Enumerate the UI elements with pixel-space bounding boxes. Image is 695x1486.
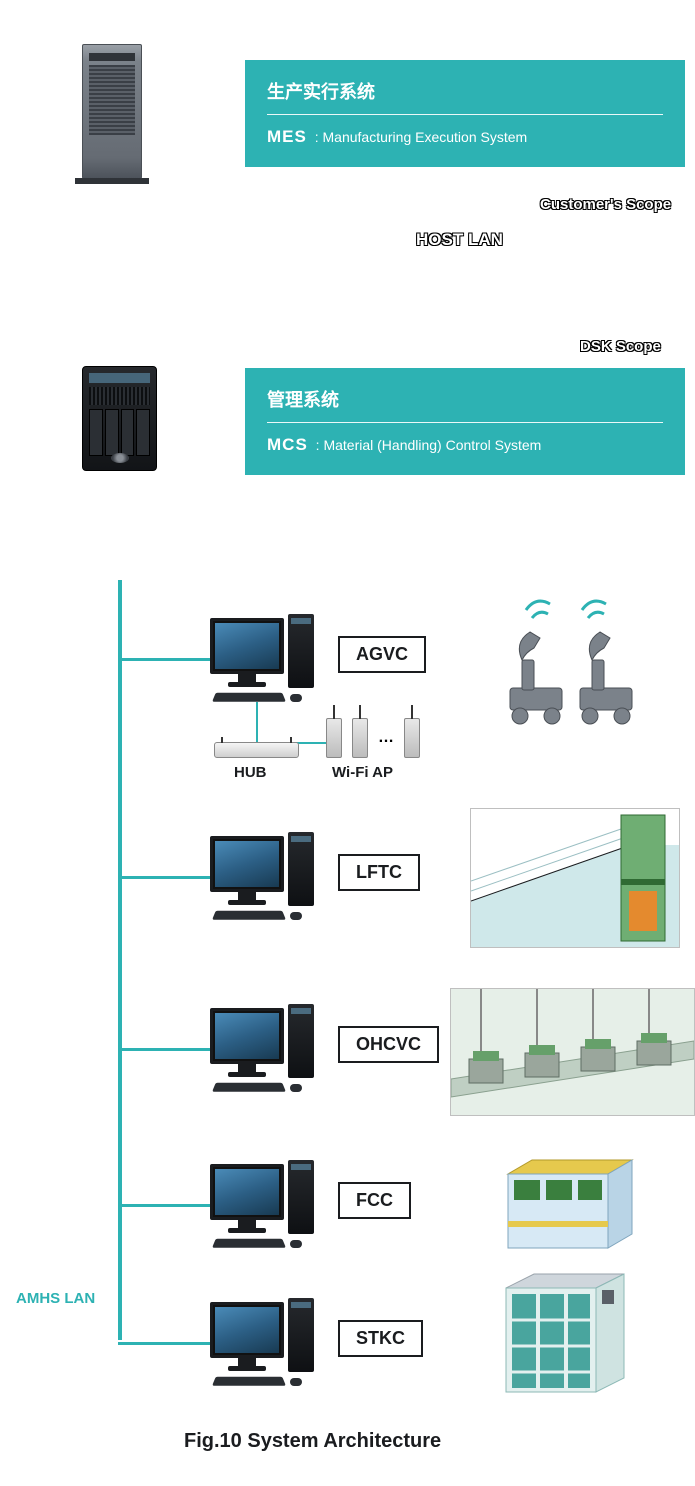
ohcvc-label: OHCVC — [338, 1026, 439, 1063]
mcs-en-line: MCS : Material (Handling) Control System — [267, 435, 663, 455]
lan-branch-ohcvc — [118, 1048, 210, 1051]
stkc-label: STKC — [338, 1320, 423, 1357]
agv-equipment-icon — [486, 588, 666, 738]
mes-en-line: MES : Manufacturing Execution System — [267, 127, 663, 147]
mes-en-desc: : Manufacturing Execution System — [315, 129, 527, 145]
ohcvc-equipment-icon — [450, 988, 695, 1116]
wifi-ap-group: … — [326, 718, 420, 758]
wifi-ap-ellipsis: … — [378, 729, 394, 747]
customer-scope-label: Customer's Scope — [540, 196, 671, 213]
mcs-server-icon — [82, 366, 157, 471]
lftc-workstation-icon — [210, 832, 320, 922]
mes-info-box: 生产实行系统 MES : Manufacturing Execution Sys… — [245, 60, 685, 167]
host-lan-label: HOST LAN — [416, 230, 503, 250]
agvc-label: AGVC — [338, 636, 426, 673]
mes-cn-title: 生产实行系统 — [267, 78, 663, 104]
mcs-en-desc: : Material (Handling) Control System — [316, 437, 542, 453]
wifi-ap-label: Wi-Fi AP — [332, 764, 393, 781]
lftc-equipment-icon — [470, 808, 680, 948]
mcs-info-box: 管理系统 MCS : Material (Handling) Control S… — [245, 368, 685, 475]
lan-branch-lftc — [118, 876, 210, 879]
amhs-lan-label: AMHS LAN — [16, 1290, 95, 1307]
hub-label: HUB — [234, 764, 267, 781]
amhs-lan-vertical-line — [118, 580, 122, 1340]
mcs-cn-title: 管理系统 — [267, 386, 663, 412]
hub-icon — [214, 742, 299, 758]
fcc-workstation-icon — [210, 1160, 320, 1250]
wifi-ap-icon — [352, 718, 368, 758]
figure-caption: Fig.10 System Architecture — [184, 1430, 441, 1453]
lftc-label: LFTC — [338, 854, 420, 891]
lan-branch-fcc — [118, 1204, 210, 1207]
fcc-equipment-icon — [500, 1150, 640, 1260]
ohcvc-workstation-icon — [210, 1004, 320, 1094]
wifi-ap-icon — [326, 718, 342, 758]
stkc-workstation-icon — [210, 1298, 320, 1388]
dsk-scope-label: DSK Scope — [580, 338, 661, 355]
agvc-to-hub-vline — [256, 702, 258, 742]
stkc-equipment-icon — [500, 1270, 640, 1400]
lan-branch-agvc — [118, 658, 210, 661]
fcc-label: FCC — [338, 1182, 411, 1219]
mes-abbr: MES — [267, 127, 307, 146]
wifi-ap-icon — [404, 718, 420, 758]
diagram-root: 生产实行系统 MES : Manufacturing Execution Sys… — [0, 0, 695, 1486]
lan-branch-stkc — [118, 1342, 210, 1345]
mes-server-icon — [82, 44, 142, 179]
mcs-abbr: MCS — [267, 435, 308, 454]
agvc-workstation-icon — [210, 614, 320, 704]
